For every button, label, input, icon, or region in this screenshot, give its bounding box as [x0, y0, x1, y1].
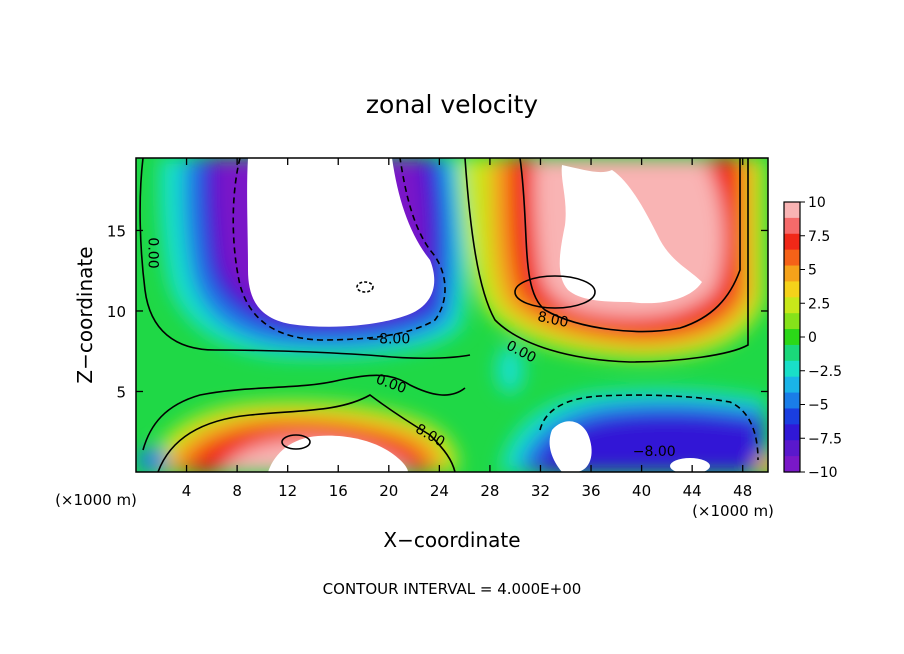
colorbar-label: 2.5	[808, 296, 830, 312]
colorbar-label: −7.5	[808, 431, 842, 447]
colorbar-label: −2.5	[808, 364, 842, 380]
contour-zero-right	[464, 158, 749, 363]
contour-small-lower	[281, 434, 311, 450]
y-tick-label: 10	[107, 303, 126, 321]
contour-lines	[139, 158, 759, 472]
contour-small-upper	[514, 275, 596, 309]
white-region-positive	[559, 165, 702, 304]
colorbar-swatch	[784, 249, 800, 267]
contour-minus-eight-upper	[232, 158, 446, 341]
colorbar-swatch	[784, 265, 800, 283]
colorbar: 10 7.5 5 2.5 0 −2.5 −5 −7.5 −10	[783, 195, 842, 481]
contour-zero-lower	[142, 374, 466, 451]
colorbar-swatch	[784, 297, 800, 314]
contour-zero-left	[139, 158, 471, 360]
plot-frame	[135, 157, 769, 473]
colorbar-label: 5	[808, 263, 817, 279]
white-spot-lower-right	[549, 421, 592, 472]
colorbar-label: 10	[808, 195, 826, 211]
colorbar-swatch	[784, 217, 800, 235]
contour-label: −8.00	[633, 444, 676, 460]
x-tick-label: 20	[379, 482, 398, 500]
colorbar-swatch	[784, 281, 800, 298]
contour-label: −8.00	[367, 331, 410, 347]
colorbar-label: 7.5	[808, 229, 830, 245]
x-unit-left: (×1000 m)	[55, 491, 137, 509]
colorbar-swatch	[784, 344, 800, 362]
out-of-range-regions	[247, 158, 710, 472]
colorbar-label: −10	[808, 465, 838, 481]
colorbar-swatch	[784, 440, 800, 457]
chart-title: zonal velocity	[366, 90, 538, 119]
x-tick-label: 4	[182, 482, 192, 500]
y-axis-title: Z−coordinate	[73, 246, 97, 383]
white-region-negative	[247, 158, 435, 327]
colorbar-swatch	[784, 202, 800, 219]
contour-small-negative	[356, 281, 374, 293]
colorbar-swatch	[784, 360, 800, 378]
colorbar-label: −5	[808, 398, 829, 414]
contour-label: 8.00	[536, 309, 570, 331]
x-tick-label: 44	[683, 482, 702, 500]
colorbar-swatch	[784, 456, 800, 473]
colorbar-swatch	[784, 329, 800, 346]
plot-area	[136, 158, 768, 472]
x-tick-label: 40	[632, 482, 651, 500]
contour-interval-text: CONTOUR INTERVAL = 4.000E+00	[323, 580, 582, 598]
colorbar-swatch	[784, 233, 800, 251]
contour-label: 0.00	[145, 237, 161, 268]
contour-eight-upper-right	[519, 158, 741, 333]
x-unit-right: (×1000 m)	[692, 502, 774, 520]
colorbar-swatch	[784, 313, 800, 330]
x-axis-title: X−coordinate	[383, 528, 520, 552]
contour-eight-lower	[157, 394, 456, 472]
x-tick-label: 16	[329, 482, 348, 500]
colorbar-label: 0	[808, 330, 817, 346]
x-tick-label: 48	[733, 482, 752, 500]
x-tick-label: 8	[232, 482, 242, 500]
y-tick-label: 15	[107, 222, 126, 240]
cyan-spot-mid	[496, 346, 524, 394]
colorbar-swatch	[784, 424, 800, 441]
y-tick-label: 5	[116, 383, 126, 401]
colorbar-swatch	[784, 408, 800, 425]
x-tick-label: 32	[531, 482, 550, 500]
colorbar-swatch	[784, 392, 800, 410]
white-region-lower	[268, 435, 408, 472]
x-tick-label: 12	[278, 482, 297, 500]
contour-minus-eight-lower	[539, 394, 759, 461]
white-spot-bottom	[670, 458, 710, 472]
x-tick-label: 28	[480, 482, 499, 500]
x-tick-label: 24	[430, 482, 449, 500]
x-tick-label: 36	[581, 482, 600, 500]
colorbar-swatch	[784, 376, 800, 394]
